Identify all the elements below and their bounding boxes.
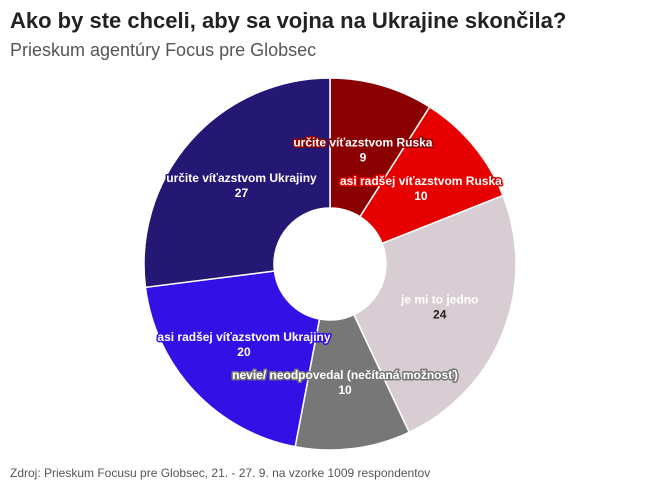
slice-label-value: 9 — [360, 151, 367, 165]
slice-label-nevie-neodpovedal-necitana-moznost: nevie/ neodpovedal (nečítaná možnosť)10 — [231, 367, 460, 398]
slice-je-mi-to-jedno — [352, 194, 517, 434]
slice-label-value: 24 — [433, 307, 447, 321]
chart-title: Ako by ste chceli, aby sa vojna na Ukraj… — [10, 8, 567, 33]
slice-label-name: určite víťazstvom Ukrajiny — [166, 171, 317, 185]
slice-urcite-vitazstvom-ukrajiny — [143, 77, 331, 289]
slice-label-name: asi radšej víťazstvom Ruska — [340, 174, 502, 188]
slice-label-name: je mi to jedno — [400, 292, 478, 306]
source-note: Zdroj: Prieskum Focusu pre Globsec, 21. … — [10, 466, 431, 480]
slice-label-value: 20 — [237, 345, 251, 359]
slice-label-value: 10 — [414, 189, 428, 203]
slice-label-name: nevie/ neodpovedal (nečítaná možnosť) — [232, 368, 458, 382]
slice-nevie-neodpovedal-necitana-moznost — [294, 313, 411, 451]
slice-asi-radsej-vitazstvom-ukrajiny — [144, 270, 321, 448]
slice-label-value: 10 — [338, 383, 352, 397]
chart-subtitle: Prieskum agentúry Focus pre Globsec — [10, 40, 317, 60]
slice-label-name: určite víťazstvom Ruska — [293, 136, 432, 150]
slice-label-value: 27 — [235, 186, 249, 200]
slice-label-name: asi radšej víťazstvom Ukrajiny — [157, 330, 330, 344]
